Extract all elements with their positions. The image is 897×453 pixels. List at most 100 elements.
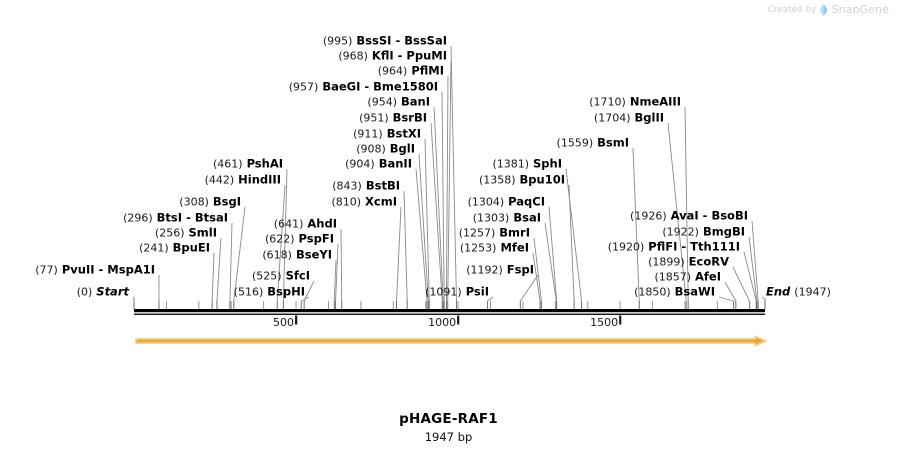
enzyme-label[interactable]: (908) BglI <box>356 143 415 156</box>
terminal-label[interactable]: (0) Start <box>77 286 129 299</box>
enzyme-label[interactable]: (1704) BglII <box>594 112 664 125</box>
enzyme-label[interactable]: (1920) PflFI - Tth111I <box>608 241 740 254</box>
site-tick <box>455 301 457 309</box>
site-tick <box>757 301 759 309</box>
site-tick <box>158 301 160 309</box>
leader-line <box>441 91 445 302</box>
ruler-minor-tick <box>263 301 265 309</box>
enzyme-label[interactable]: (1253) MfeI <box>460 242 529 255</box>
enzyme-name: BsaI <box>513 210 541 225</box>
enzyme-label[interactable]: (1091) PsiI <box>425 286 489 299</box>
enzyme-position: (77) <box>35 263 58 277</box>
enzyme-label[interactable]: (622) PspFI <box>265 233 334 246</box>
enzyme-position: (1091) <box>425 285 462 299</box>
enzyme-label[interactable]: (442) HindIII <box>205 174 281 187</box>
site-tick <box>687 301 689 309</box>
terminal-label[interactable]: End (1947) <box>766 286 831 299</box>
enzyme-label[interactable]: (911) BstXI <box>353 128 421 141</box>
site-tick <box>428 301 430 309</box>
enzyme-label[interactable]: (241) BpuEI <box>139 242 210 255</box>
enzyme-label[interactable]: (1899) EcoRV <box>648 256 729 269</box>
enzyme-label[interactable]: (957) BaeGI - Bme1580I <box>289 81 438 94</box>
enzyme-name: HindIII <box>238 172 281 187</box>
ruler-minor-tick <box>716 301 718 309</box>
orientation-arrow-shape <box>135 335 767 347</box>
enzyme-label[interactable]: (995) BssSI - BssSaI <box>323 35 447 48</box>
enzyme-name: PsiI <box>465 284 489 299</box>
leader-line <box>424 138 430 302</box>
enzyme-label[interactable]: (296) BtsI - BtsaI <box>123 212 228 225</box>
enzyme-label[interactable]: (1850) BsaWI <box>634 286 715 299</box>
enzyme-position: (908) <box>356 142 386 156</box>
enzyme-position: (995) <box>322 34 353 48</box>
enzyme-label[interactable]: (1922) BmgBI <box>662 226 745 239</box>
leader-line <box>724 281 737 302</box>
site-tick <box>443 301 445 309</box>
enzyme-name: Tth111I <box>690 239 740 254</box>
enzyme-label[interactable]: (843) BstBI <box>332 180 400 193</box>
enzyme-label[interactable]: (1857) AfeI <box>654 271 721 284</box>
leader-line <box>216 237 222 302</box>
enzyme-label[interactable]: (641) AhdI <box>274 218 337 231</box>
enzyme-label[interactable]: (1559) BsmI <box>557 137 629 150</box>
enzyme-name: BstXI <box>386 126 421 141</box>
enzyme-label[interactable]: (256) SmlI <box>155 227 217 240</box>
enzyme-name: KflI <box>371 48 394 63</box>
leader-line <box>548 206 558 302</box>
enzyme-name: NmeAIII <box>629 94 681 109</box>
enzyme-label[interactable]: (968) KflI - PpuMI <box>338 50 447 63</box>
leader-line <box>276 184 286 302</box>
leader-line <box>718 296 734 302</box>
enzyme-position: (957) <box>288 80 319 94</box>
site-tick <box>638 301 640 309</box>
leader-line <box>415 168 428 302</box>
enzyme-label[interactable]: (516) BspHI <box>234 286 305 299</box>
enzyme-name: MfeI <box>500 240 529 255</box>
enzyme-label[interactable]: (1303) BsaI <box>473 212 541 225</box>
enzyme-label[interactable]: (904) BanII <box>345 158 412 171</box>
enzyme-label[interactable]: (77) PvuII - MspA1I <box>35 264 155 277</box>
site-tick <box>573 301 575 309</box>
ruler-minor-tick <box>295 301 297 309</box>
enzyme-label[interactable]: (618) BseYI <box>262 249 332 262</box>
enzyme-label[interactable]: (954) BanI <box>367 96 430 109</box>
leader-line <box>403 190 408 302</box>
leader-line <box>229 222 233 302</box>
enzyme-label[interactable]: (525) SfcI <box>252 270 310 283</box>
enzyme-label[interactable]: (1926) AvaI - BsoBI <box>630 210 748 223</box>
enzyme-label[interactable]: (461) PshAI <box>213 158 283 171</box>
enzyme-label[interactable]: (308) BsgI <box>179 196 241 209</box>
enzyme-label[interactable]: (1257) BmrI <box>459 227 530 240</box>
enzyme-label[interactable]: (1381) SphI <box>492 158 562 171</box>
ruler-ticks-group <box>165 301 751 325</box>
enzyme-label[interactable]: (964) PflMI <box>378 65 444 78</box>
enzyme-position: (641) <box>273 217 304 231</box>
enzyme-label[interactable]: (1358) Bpu10I <box>479 174 565 187</box>
leader-line <box>445 75 449 302</box>
enzyme-label[interactable]: (951) BsrBI <box>359 112 427 125</box>
enzyme-label[interactable]: (1192) FspI <box>466 264 534 277</box>
site-tick <box>233 301 235 309</box>
leader-line <box>340 228 343 302</box>
leader-lines-group <box>132 45 766 302</box>
backbone-thin-line <box>134 313 765 315</box>
enzyme-position: (1192) <box>466 263 503 277</box>
enzyme-separator: - <box>182 210 195 225</box>
enzyme-name: PaqCI <box>508 194 545 209</box>
ruler-tick-label: 500 <box>273 316 295 329</box>
enzyme-name: BssSaI <box>404 33 447 48</box>
enzyme-position: (1358) <box>478 173 516 187</box>
enzyme-name: MspA1I <box>107 262 155 277</box>
leader-line <box>433 106 444 302</box>
leader-line <box>418 153 429 302</box>
ruler-major-tick <box>457 315 460 325</box>
ruler-minor-tick <box>619 301 621 309</box>
enzyme-label[interactable]: (810) XcmI <box>331 196 397 209</box>
enzyme-label[interactable]: (1710) NmeAIII <box>589 96 681 109</box>
enzyme-position: (1381) <box>492 157 530 171</box>
enzyme-label[interactable]: (1304) PaqCI <box>468 196 545 209</box>
enzyme-name: FspI <box>506 262 534 277</box>
enzyme-position: (296) <box>123 211 153 225</box>
enzyme-position: (1303) <box>472 211 510 225</box>
enzyme-name: BsoBI <box>711 208 748 223</box>
